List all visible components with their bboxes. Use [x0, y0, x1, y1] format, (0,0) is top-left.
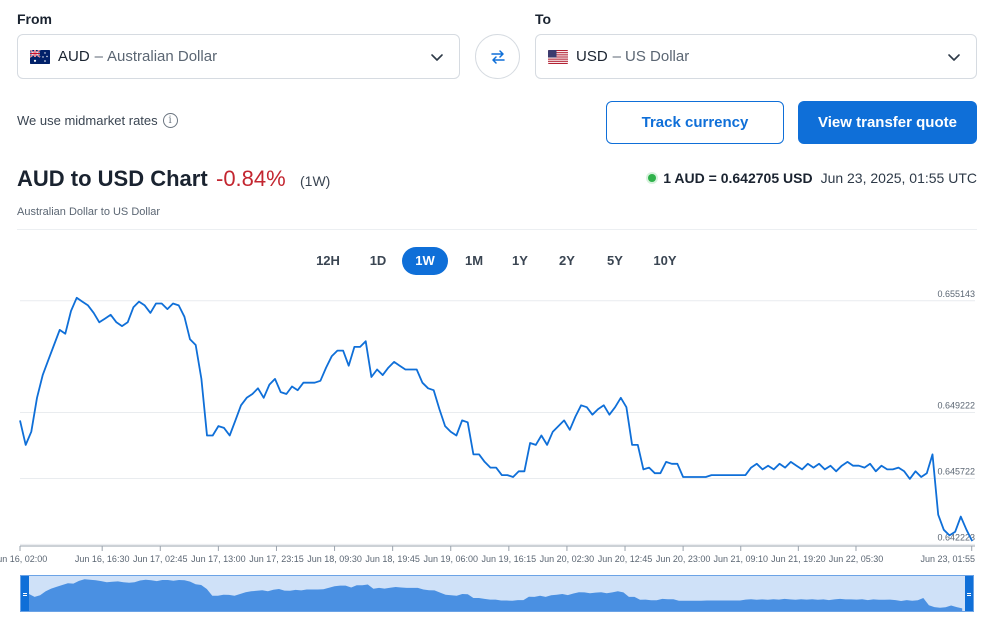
- live-status-dot: [648, 174, 657, 182]
- to-currency-name: US Dollar: [625, 48, 690, 65]
- x-tick-label: Jun 16, 16:30: [75, 554, 130, 564]
- chart-title: AUD to USD Chart: [17, 166, 208, 191]
- to-currency-code: USD: [576, 48, 608, 65]
- midmarket-note: We use midmarket rates i: [17, 113, 178, 128]
- x-tick-label: Jun 17, 13:00: [191, 554, 246, 564]
- us-flag-icon: [548, 49, 568, 64]
- rate-series-line: [19, 296, 974, 542]
- midmarket-text: We use midmarket rates: [17, 113, 158, 128]
- info-icon[interactable]: i: [162, 113, 178, 128]
- rate-timestamp: Jun 23, 2025, 01:55 UTC: [820, 170, 977, 186]
- tab-1y[interactable]: 1Y: [512, 253, 528, 268]
- swap-arrows-icon: [490, 49, 505, 64]
- x-tick-label: Jun 19, 16:15: [482, 554, 537, 564]
- view-transfer-quote-button[interactable]: View transfer quote: [798, 101, 977, 144]
- tab-1d[interactable]: 1D: [369, 253, 387, 268]
- x-tick-label: Jun 21, 19:20: [771, 554, 826, 564]
- navigator-series-area: [29, 579, 963, 611]
- from-currency-name: Australian Dollar: [107, 48, 218, 65]
- to-currency-separator: –: [612, 48, 622, 65]
- y-tick-label: 0.649222: [937, 400, 975, 410]
- live-rate: 1 AUD = 0.642705 USD Jun 23, 2025, 01:55…: [648, 170, 977, 186]
- tab-2y[interactable]: 2Y: [559, 253, 575, 268]
- chevron-down-icon: [948, 54, 960, 61]
- swap-currencies-button[interactable]: [475, 34, 520, 79]
- x-tick-label: Jun 20, 23:00: [656, 554, 711, 564]
- to-label: To: [535, 11, 552, 27]
- rate-chart[interactable]: 0.655143 0.649222 0.645722 0.642223 Jun 16, …: [0, 290, 1000, 570]
- x-tick-label: Jun 20, 02:30: [540, 554, 595, 564]
- tab-12h[interactable]: 12H: [316, 253, 340, 268]
- rate-value: 1 AUD = 0.642705 USD: [663, 170, 813, 186]
- y-tick-label: 0.655143: [937, 290, 975, 299]
- to-currency-select[interactable]: USD – US Dollar: [535, 34, 977, 79]
- x-tick-label: Jun 19, 06:00: [423, 554, 478, 564]
- x-tick-label: Jun 20, 12:45: [598, 554, 653, 564]
- from-currency-select[interactable]: AUD – Australian Dollar: [17, 34, 460, 79]
- x-tick-label: Jun 18, 09:30: [307, 554, 362, 564]
- navigator-left-handle[interactable]: [21, 576, 29, 611]
- x-tick-label: Jun 17, 02:45: [133, 554, 188, 564]
- chevron-down-icon: [431, 54, 443, 61]
- tab-1w[interactable]: 1W: [402, 247, 448, 275]
- track-currency-button[interactable]: Track currency: [606, 101, 784, 144]
- y-tick-label: 0.642223: [937, 532, 975, 542]
- header-divider: [17, 229, 977, 230]
- tab-10y[interactable]: 10Y: [653, 253, 677, 268]
- percent-change: -0.84%: [216, 166, 286, 191]
- x-tick-label: Jun 17, 23:15: [249, 554, 304, 564]
- x-tick-label: Jun 16, 02:00: [0, 554, 47, 564]
- navigator-area: [29, 579, 963, 611]
- navigator-right-handle[interactable]: [965, 576, 973, 611]
- from-currency-code: AUD: [58, 48, 90, 65]
- from-currency-separator: –: [94, 48, 104, 65]
- range-navigator[interactable]: [20, 575, 974, 612]
- chart-subtitle: Australian Dollar to US Dollar: [17, 206, 161, 218]
- x-tick-label: Jun 21, 09:10: [713, 554, 768, 564]
- from-label: From: [17, 11, 52, 27]
- tab-1m[interactable]: 1M: [464, 253, 484, 268]
- period-tabs: 12H 1D 1W 1M 1Y 2Y 5Y 10Y: [0, 247, 1000, 277]
- tab-5y[interactable]: 5Y: [607, 253, 623, 268]
- x-tick-label: Jun 22, 05:30: [829, 554, 884, 564]
- period-label: (1W): [300, 173, 331, 189]
- y-tick-label: 0.645722: [937, 466, 975, 476]
- x-tick-label: Jun 18, 19:45: [365, 554, 420, 564]
- australia-flag-icon: [30, 49, 50, 64]
- x-tick-label: Jun 23, 01:55: [920, 554, 975, 564]
